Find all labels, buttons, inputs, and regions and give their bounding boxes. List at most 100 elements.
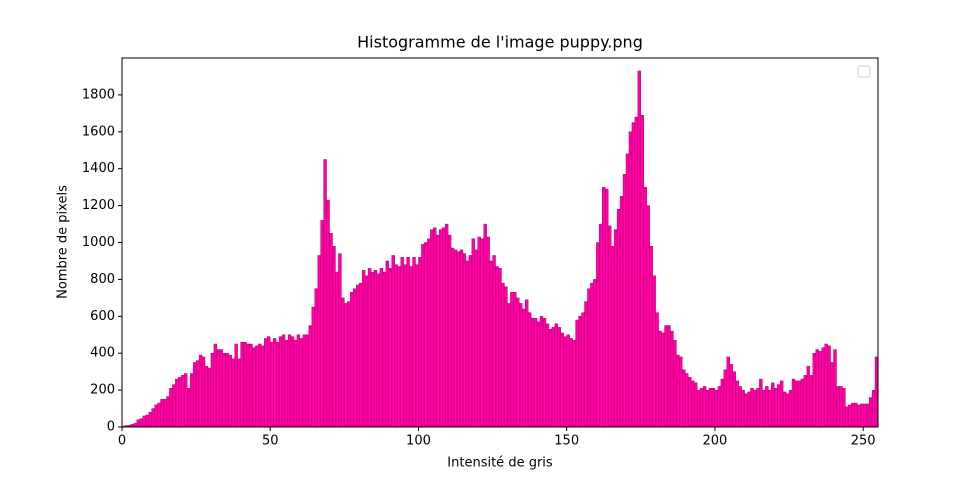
bar (842, 388, 846, 428)
bar (181, 375, 185, 428)
bar (691, 380, 695, 428)
bar (836, 386, 840, 428)
bar (673, 340, 677, 428)
bar (471, 238, 476, 428)
bar (732, 371, 736, 428)
bar (299, 338, 304, 428)
bar (436, 234, 440, 428)
bar (551, 327, 556, 428)
bar (453, 249, 458, 428)
bar (670, 330, 674, 428)
bar (465, 260, 470, 428)
bar (441, 227, 446, 428)
bar (246, 343, 250, 428)
bar (198, 354, 203, 428)
bar (845, 406, 849, 428)
bar (154, 404, 158, 428)
bar (216, 349, 221, 428)
bar (768, 389, 772, 428)
bar (643, 186, 647, 428)
bar (421, 244, 425, 428)
bar (821, 347, 825, 428)
bar (833, 349, 837, 428)
bar (329, 233, 333, 428)
y-tick-label: 200 (90, 383, 115, 398)
bar (862, 403, 867, 428)
bar (839, 386, 843, 428)
bar (782, 391, 787, 428)
bar (385, 260, 390, 428)
bar (525, 299, 529, 428)
bar (415, 264, 419, 428)
y-tick-label: 1200 (82, 198, 115, 213)
bar (613, 229, 618, 428)
bar (139, 418, 143, 428)
bar (192, 362, 197, 428)
bar (376, 273, 381, 428)
x-tick-label: 150 (554, 434, 579, 449)
bar (495, 266, 499, 428)
bar (364, 275, 369, 428)
bar (717, 386, 722, 428)
bar (243, 341, 247, 428)
bar (439, 229, 443, 428)
bar (444, 223, 449, 428)
y-tick-label: 800 (90, 272, 115, 287)
bar (275, 341, 280, 428)
bar (857, 404, 861, 428)
bar (361, 269, 366, 428)
bar (394, 264, 398, 428)
bar (341, 297, 345, 428)
bar (661, 332, 665, 428)
bar (759, 378, 763, 428)
bar (249, 343, 253, 428)
bar (148, 412, 152, 428)
bar (382, 271, 387, 428)
bar (554, 323, 559, 428)
bar (305, 334, 309, 428)
bar (865, 403, 870, 428)
bar (219, 349, 224, 428)
bar (323, 159, 327, 428)
bar (785, 393, 790, 428)
bar (557, 327, 561, 428)
bar (489, 260, 493, 428)
bar (655, 312, 659, 428)
bar (178, 376, 182, 428)
bar (412, 257, 416, 428)
bar (234, 343, 238, 428)
bar (284, 340, 289, 428)
bar (530, 317, 535, 428)
bar (400, 257, 404, 428)
bar (771, 382, 775, 428)
bar (693, 382, 698, 428)
bar (433, 227, 437, 428)
bar (510, 292, 514, 428)
bar (486, 236, 490, 428)
bar (569, 338, 573, 428)
bar (388, 268, 392, 428)
bar (696, 389, 701, 428)
bar (605, 188, 609, 428)
bar (427, 238, 431, 428)
bar (169, 388, 173, 428)
bar (225, 353, 229, 428)
bar (664, 325, 668, 428)
bar (806, 365, 811, 428)
bar (679, 356, 683, 428)
bar (450, 247, 455, 428)
bar (480, 238, 484, 428)
bar (308, 325, 312, 428)
bar (720, 378, 725, 428)
bar (468, 255, 473, 428)
bar (187, 388, 191, 428)
bar (403, 264, 407, 428)
y-tick-label: 600 (90, 309, 115, 324)
bar (593, 279, 597, 428)
bar (142, 415, 146, 428)
bar (596, 242, 600, 428)
bar (803, 375, 808, 428)
bar (367, 268, 372, 428)
